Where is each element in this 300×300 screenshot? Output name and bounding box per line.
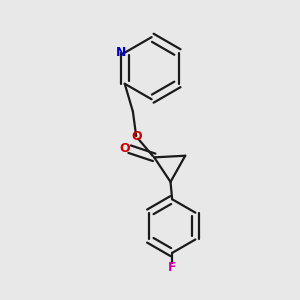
- Text: O: O: [132, 130, 142, 143]
- Text: N: N: [116, 46, 126, 59]
- Text: O: O: [120, 142, 130, 155]
- Text: F: F: [168, 261, 176, 274]
